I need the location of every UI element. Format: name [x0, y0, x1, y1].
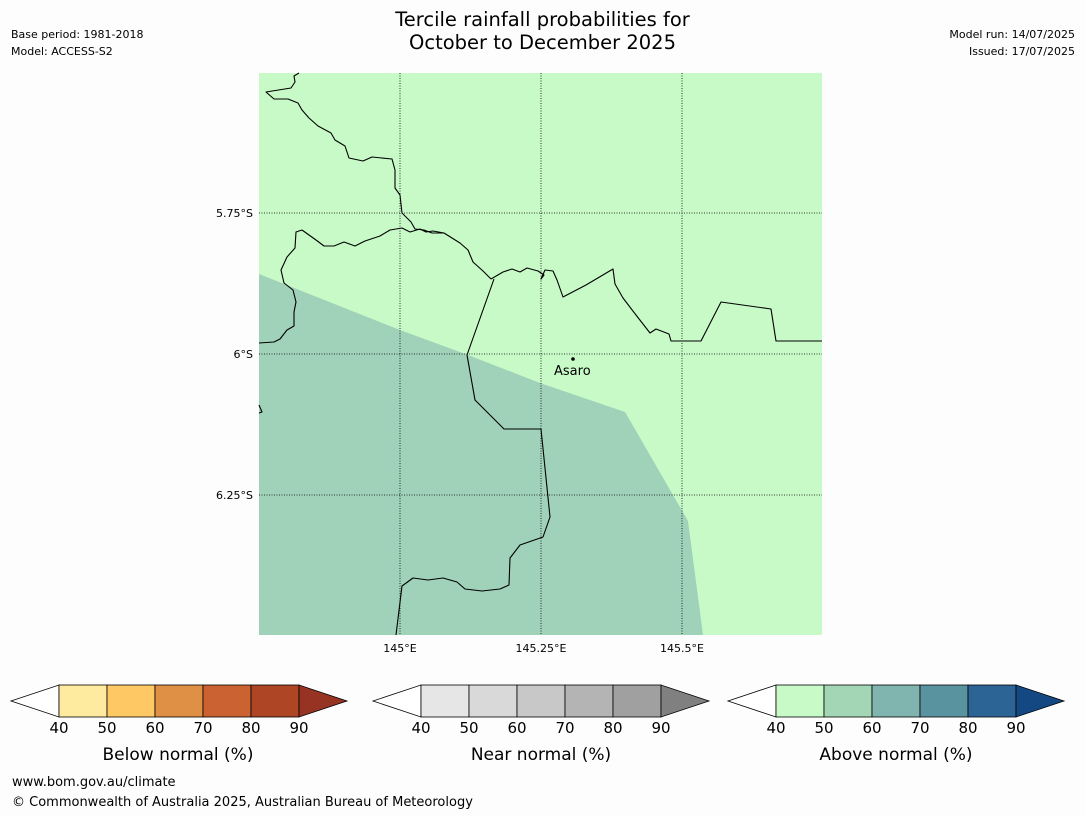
cbar-near-tick-70: 70	[555, 719, 575, 737]
cbar-below-over-extension	[298, 684, 349, 718]
cbar-below-segment-4	[250, 684, 300, 718]
colorbar-label-near: Near normal (%)	[470, 745, 612, 765]
cbar-below-under-extension	[9, 684, 60, 718]
cbar-above-under-extension	[726, 684, 777, 718]
cbar-below-tick-70: 70	[193, 719, 213, 737]
map-title: Tercile rainfall probabilities for Octob…	[0, 8, 1085, 54]
colorbar-label-above: Above normal (%)	[819, 745, 973, 765]
base-period: Base period: 1981-2018	[11, 28, 144, 41]
place-label-asaro: Asaro	[554, 364, 591, 379]
cbar-below-tick-90: 90	[289, 719, 309, 737]
border-north	[265, 72, 492, 280]
meta-left: Base period: 1981-2018 Model: ACCESS-S2	[11, 26, 143, 60]
lon-label-145: 145°E	[383, 642, 417, 655]
cbar-below-tick-60: 60	[145, 719, 165, 737]
cbar-below-tick-50: 50	[97, 719, 117, 737]
cbar-above-tick-50: 50	[814, 719, 834, 737]
cbar-near-tick-40: 40	[411, 719, 431, 737]
cbar-above-segment-3	[919, 684, 969, 718]
cbar-below-segment-3	[202, 684, 252, 718]
province-borders	[258, 72, 822, 636]
colorbar-below-normal	[9, 684, 349, 718]
cbar-near-tick-50: 50	[459, 719, 479, 737]
cbar-below-tick-80: 80	[241, 719, 261, 737]
cbar-near-tick-80: 80	[603, 719, 623, 737]
cbar-above-segment-2	[871, 684, 921, 718]
footer-copyright: © Commonwealth of Australia 2025, Austra…	[12, 795, 473, 810]
cbar-above-tick-70: 70	[910, 719, 930, 737]
cbar-below-segment-0	[58, 684, 108, 718]
cbar-above-segment-0	[775, 684, 825, 718]
colorbar-near-normal	[371, 684, 711, 718]
cbar-above-tick-60: 60	[862, 719, 882, 737]
border-upper	[301, 227, 445, 247]
graticule	[259, 73, 822, 635]
colorbar-above-normal	[726, 684, 1066, 718]
model-name: Model: ACCESS-S2	[11, 45, 113, 58]
footer-url[interactable]: www.bom.gov.au/climate	[12, 775, 176, 790]
cbar-near-segment-1	[468, 684, 518, 718]
title-line-2: October to December 2025	[409, 31, 676, 54]
cbar-above-segment-1	[823, 684, 873, 718]
issued-date: Issued: 17/07/2025	[968, 45, 1075, 58]
lon-label-145-5: 145.5°E	[660, 642, 704, 655]
lon-label-145-25: 145.25°E	[515, 642, 567, 655]
cbar-near-under-extension	[371, 684, 422, 718]
asaro-marker	[571, 357, 575, 361]
lat-label-5-75: 5.75°S	[216, 207, 253, 220]
lat-label-6: 6°S	[233, 348, 253, 361]
cbar-near-tick-90: 90	[651, 719, 671, 737]
meta-right: Model run: 14/07/2025 Issued: 17/07/2025	[949, 26, 1075, 60]
border-south	[395, 278, 551, 636]
cbar-near-segment-2	[516, 684, 566, 718]
cbar-above-segment-4	[967, 684, 1017, 718]
cbar-near-segment-0	[420, 684, 470, 718]
model-run: Model run: 14/07/2025	[949, 28, 1075, 41]
cbar-above-over-extension	[1015, 684, 1066, 718]
cbar-below-segment-1	[106, 684, 156, 718]
colorbar-label-below: Below normal (%)	[102, 745, 254, 765]
cbar-near-tick-60: 60	[507, 719, 527, 737]
border-west-stub	[258, 404, 263, 414]
cbar-below-segment-2	[154, 684, 204, 718]
cbar-above-tick-40: 40	[766, 719, 786, 737]
lat-label-6-25: 6.25°S	[216, 489, 253, 502]
above-50-60-region	[259, 274, 703, 635]
title-line-1: Tercile rainfall probabilities for	[395, 8, 690, 31]
cbar-near-over-extension	[660, 684, 711, 718]
border-mid	[258, 229, 303, 344]
border-east	[490, 267, 822, 342]
cbar-below-tick-40: 40	[49, 719, 69, 737]
cbar-above-tick-90: 90	[1006, 719, 1026, 737]
cbar-near-segment-4	[612, 684, 662, 718]
cbar-above-tick-80: 80	[958, 719, 978, 737]
cbar-near-segment-3	[564, 684, 614, 718]
